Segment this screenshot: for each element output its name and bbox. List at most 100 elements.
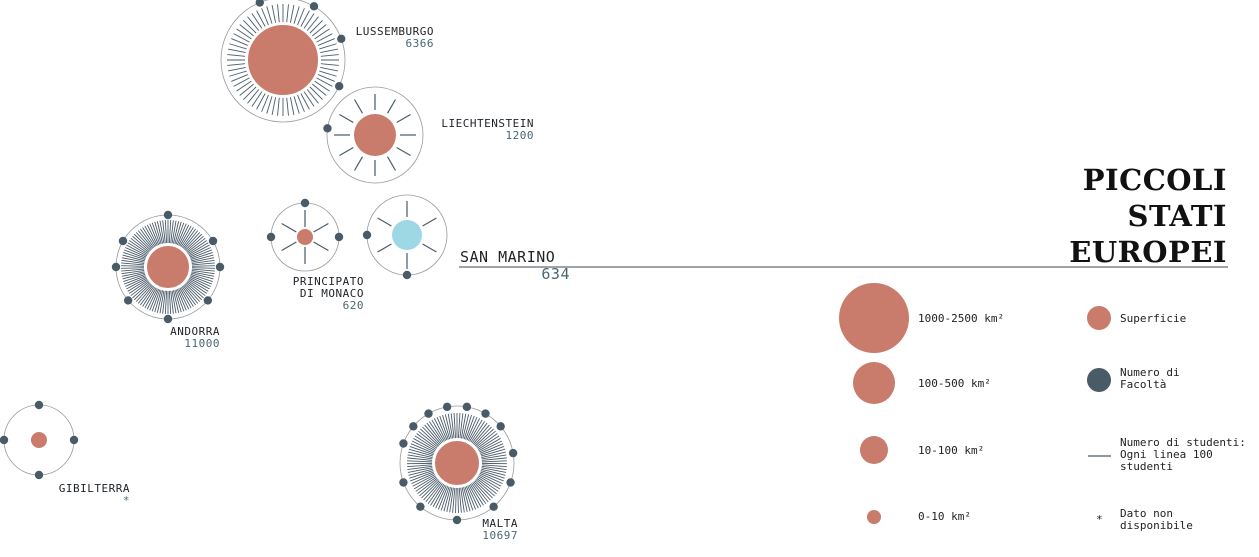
legend-size-1000-2500: 1000-2500 km² (918, 312, 1005, 325)
student-line (478, 474, 502, 487)
student-line (142, 227, 156, 248)
label-san-marino: SAN MARINO 634 (460, 249, 570, 283)
state-name: MALTA (482, 517, 518, 530)
faculty-dot (255, 0, 264, 7)
student-line (303, 13, 315, 29)
student-line (459, 413, 464, 439)
student-line (353, 156, 364, 171)
student-line (154, 289, 162, 313)
student-count: 10697 (482, 529, 518, 542)
label-monaco: PRINCIPATO DI MONACO 620 (270, 276, 364, 312)
student-line (479, 443, 504, 454)
label-andorra: ANDORRA 11000 (140, 326, 220, 350)
student-line (426, 422, 443, 444)
student-line (408, 468, 433, 476)
student-line (474, 480, 493, 499)
student-line (171, 290, 177, 314)
student-line (180, 286, 194, 307)
student-line (467, 418, 481, 441)
student-line (460, 413, 467, 439)
student-line (473, 426, 492, 446)
student-line (289, 97, 295, 116)
student-line (418, 430, 439, 448)
student-line (183, 284, 201, 302)
student-line (125, 247, 147, 258)
area-circle-gibilterra (31, 432, 47, 448)
student-line (460, 487, 465, 513)
student-line (439, 415, 449, 440)
student-line (146, 224, 158, 246)
student-line (122, 272, 145, 280)
student-line (123, 252, 146, 261)
legend-facolta-swatch (1087, 368, 1111, 392)
student-line (312, 24, 327, 37)
faculty-dot (424, 409, 433, 418)
area-circle-andorra (145, 244, 191, 290)
student-line (453, 413, 456, 439)
student-line (480, 446, 505, 456)
student-line (469, 419, 483, 442)
faculty-dot (215, 262, 225, 272)
student-line (191, 268, 215, 272)
student-line (162, 290, 166, 314)
faculty-dot (462, 402, 472, 412)
student-line (470, 421, 486, 443)
legend-size-circle (867, 510, 881, 524)
student-line (461, 487, 468, 513)
student-line (229, 70, 247, 77)
student-line (309, 20, 323, 34)
student-line (191, 269, 215, 275)
student-line (462, 414, 470, 439)
student-line (339, 146, 354, 157)
student-line (191, 271, 215, 277)
faculty-dot (118, 236, 128, 246)
student-line (306, 89, 319, 104)
student-line (124, 249, 146, 259)
student-line (124, 275, 146, 285)
student-line (191, 262, 215, 266)
area-circle-lussemburgo (246, 23, 320, 97)
student-line (159, 290, 165, 314)
student-line (189, 247, 211, 258)
student-line (481, 464, 507, 468)
student-line (231, 38, 249, 46)
student-line (410, 443, 435, 454)
student-line (239, 24, 254, 37)
student-line (435, 485, 447, 509)
student-line (171, 220, 177, 244)
faculty-dot (399, 478, 408, 487)
student-line (182, 230, 199, 249)
student-line (178, 224, 190, 246)
student-line (227, 54, 246, 57)
student-line (414, 435, 437, 450)
student-line (412, 474, 436, 487)
student-line (188, 279, 209, 292)
title-line-3: EUROPEI (1069, 235, 1227, 269)
student-line (419, 479, 439, 497)
faculty-dot (163, 210, 173, 220)
student-line (316, 77, 333, 87)
outer-ring-liechtenstein (326, 86, 424, 184)
student-line (182, 285, 199, 304)
student-line (271, 97, 277, 116)
student-line (176, 288, 187, 311)
title-line-2: STATI (1127, 199, 1227, 233)
student-line (236, 80, 252, 92)
student-line (184, 233, 203, 251)
student-line (309, 86, 323, 100)
legend-size-circle (860, 436, 888, 464)
student-line (149, 223, 160, 246)
student-line (424, 424, 442, 445)
page-title: PICCOLI STATI EUROPEI (1069, 162, 1227, 270)
student-line (481, 451, 506, 458)
area-circle-malta (433, 439, 481, 487)
student-line (189, 277, 210, 290)
student-line (231, 74, 249, 82)
student-line (468, 484, 482, 508)
student-line (186, 237, 206, 253)
student-line (306, 16, 319, 31)
student-line (297, 94, 305, 112)
student-line (121, 262, 145, 266)
student-line (472, 424, 490, 445)
student-line (142, 286, 156, 307)
